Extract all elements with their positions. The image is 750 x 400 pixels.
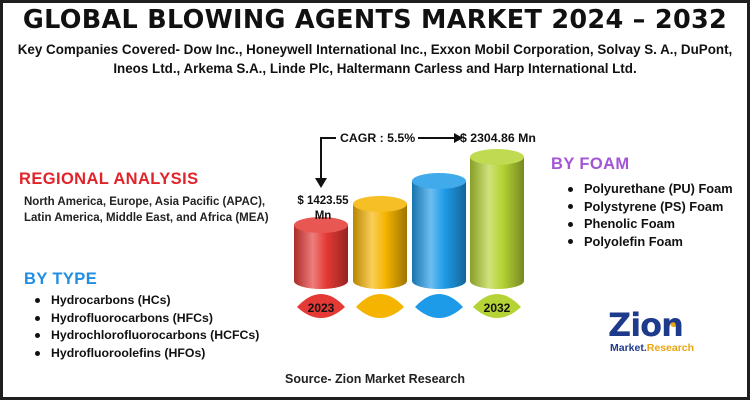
cylinder-top-2 bbox=[412, 173, 466, 189]
type-item-hydrocarbons: Hydrocarbons (HCs) bbox=[35, 292, 285, 310]
foam-item-polystyrene: Polystyrene (PS) Foam bbox=[568, 198, 748, 216]
regional-analysis-heading: REGIONAL ANALYSIS bbox=[19, 170, 199, 188]
year-marker-0 bbox=[297, 294, 345, 318]
type-item-hcfcs: Hydrochlorofluorocarbons (HCFCs) bbox=[35, 327, 285, 345]
logo-subtitle: Market.Research bbox=[610, 342, 695, 354]
cylinder-body-3 bbox=[470, 157, 524, 289]
cagr-arrow-right bbox=[454, 133, 463, 143]
year-label-2032: 2032 bbox=[484, 301, 511, 315]
logo-dot-icon bbox=[670, 319, 678, 327]
value-2023-label: $ 1423.55 Mn bbox=[297, 195, 349, 222]
by-foam-heading: BY FOAM bbox=[551, 155, 630, 173]
year-label-2023: 2023 bbox=[308, 301, 335, 315]
year-marker-3 bbox=[473, 294, 521, 318]
cagr-label: CAGR : 5.5% bbox=[340, 131, 416, 145]
cylinder-top-1 bbox=[353, 196, 407, 212]
by-type-list: Hydrocarbons (HCs) Hydrofluorocarbons (H… bbox=[35, 292, 285, 362]
foam-item-phenolic: Phenolic Foam bbox=[568, 215, 748, 233]
year-marker-1 bbox=[356, 294, 404, 318]
foam-item-polyolefin: Polyolefin Foam bbox=[568, 233, 748, 251]
year-marker-2 bbox=[415, 294, 463, 318]
by-type-heading: BY TYPE bbox=[24, 270, 98, 288]
type-item-hfcs: Hydrofluorocarbons (HFCs) bbox=[35, 310, 285, 328]
cagr-arrow-down bbox=[315, 178, 327, 188]
cagr-connector-left bbox=[320, 137, 336, 182]
cylinder-top-0 bbox=[294, 217, 348, 233]
source-note: Source- Zion Market Research bbox=[285, 372, 465, 386]
key-companies-text: Key Companies Covered- Dow Inc., Honeywe… bbox=[17, 42, 733, 76]
cylinder-top-3 bbox=[470, 149, 524, 165]
logo-word: Zion bbox=[608, 306, 684, 344]
type-item-hfos: Hydrofluoroolefins (HFOs) bbox=[35, 345, 285, 363]
cylinder-body-0 bbox=[294, 225, 348, 289]
cylinder-body-1 bbox=[353, 204, 407, 289]
value-2032-label: $ 2304.86 Mn bbox=[460, 131, 536, 145]
page-title: GLOBAL BLOWING AGENTS MARKET 2024 – 2032 bbox=[22, 5, 728, 35]
regional-analysis-text: North America, Europe, Asia Pacific (APA… bbox=[24, 196, 269, 224]
zion-logo: Zion Market.Research bbox=[604, 306, 695, 358]
by-foam-list: Polyurethane (PU) Foam Polystyrene (PS) … bbox=[568, 180, 748, 250]
cylinder-body-2 bbox=[412, 181, 466, 289]
foam-item-polyurethane: Polyurethane (PU) Foam bbox=[568, 180, 748, 198]
